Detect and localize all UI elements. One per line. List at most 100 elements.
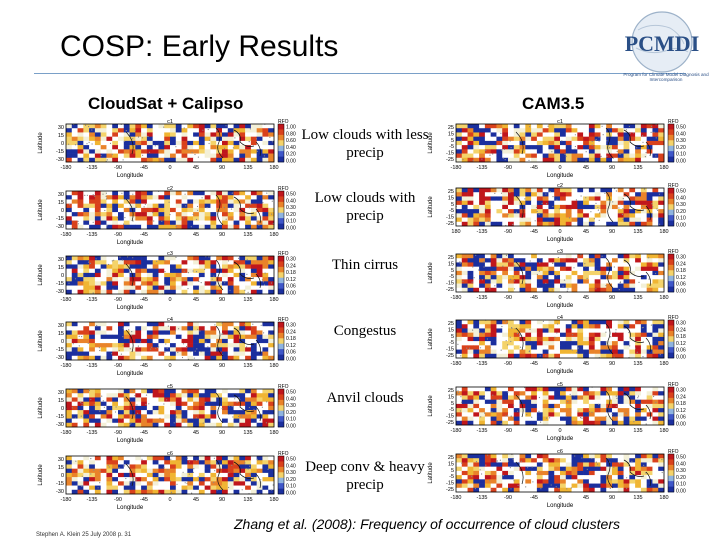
x-tick-label: -135 [86, 165, 97, 171]
y-tick-label: 5 [451, 401, 454, 407]
x-tick-label: -45 [140, 497, 148, 503]
colorbar-tick-label: 0.20 [676, 209, 686, 215]
panel-tag: c3 [167, 251, 173, 257]
x-tick-label: 90 [219, 363, 225, 369]
y-axis-label: Latitude [38, 132, 44, 154]
colorbar [667, 253, 675, 293]
x-tick-label: -90 [504, 428, 512, 434]
y-axis-label: Latitude [428, 262, 434, 284]
x-tick-label: -90 [504, 495, 512, 501]
y-axis-label: Latitude [38, 199, 44, 221]
panel-tag: c5 [557, 382, 563, 388]
colorbar-tick-label: 0.60 [286, 138, 296, 144]
colorbar-tick-label: 0.30 [286, 205, 296, 211]
x-tick-label: 45 [583, 229, 589, 235]
y-tick-label: -5 [449, 474, 454, 480]
colorbar-tick-label: 0.10 [676, 482, 686, 488]
x-tick-label: -135 [476, 165, 487, 171]
x-tick-label: 45 [193, 165, 199, 171]
colorbar-title: RFO [278, 186, 289, 192]
colorbar [667, 123, 675, 163]
colorbar-tick-label: 0.00 [286, 159, 296, 165]
colorbar-tick-label: 0.40 [286, 145, 296, 151]
colorbar-title: RFO [668, 449, 679, 455]
x-tick-label: 0 [168, 297, 171, 303]
y-tick-label: 5 [451, 202, 454, 208]
colorbar-tick-label: 0.20 [676, 145, 686, 151]
colorbar-tick-label: 0.30 [676, 202, 686, 208]
y-tick-label: 15 [58, 398, 64, 404]
x-tick-label: -90 [114, 363, 122, 369]
panel-tag: c4 [167, 317, 173, 323]
y-axis-label: Latitude [428, 132, 434, 154]
colorbar-tick-label: 0.00 [286, 291, 296, 297]
x-tick-label: -45 [530, 361, 538, 367]
y-tick-label: -15 [446, 481, 454, 487]
y-tick-label: 30 [58, 125, 64, 131]
colorbar-tick-label: 0.30 [676, 138, 686, 144]
x-tick-label: 45 [583, 428, 589, 434]
x-axis-label: Longitude [117, 305, 144, 311]
colorbar-tick-label: 0.30 [676, 468, 686, 474]
x-tick-label: -135 [476, 229, 487, 235]
x-tick-label: 90 [609, 229, 615, 235]
x-tick-label: 45 [583, 361, 589, 367]
y-tick-label: 30 [58, 457, 64, 463]
coastline [125, 392, 261, 424]
x-tick-label: 135 [243, 497, 252, 503]
panel-tag: c6 [167, 451, 173, 457]
panel-tag: c6 [557, 449, 563, 455]
row-label: Low clouds with less precip [301, 127, 429, 161]
x-tick-label: -135 [86, 363, 97, 369]
y-tick-label: 30 [58, 390, 64, 396]
x-tick-label: 90 [609, 495, 615, 501]
y-tick-label: 15 [448, 327, 454, 333]
y-axis-label: Latitude [38, 397, 44, 419]
left-map-panel-c4: c4 Latitude 30 15 0 -15 -30 -180 -135 -90 -45 0 45 90… [38, 317, 296, 377]
x-axis-label: Longitude [117, 505, 144, 511]
y-tick-label: 0 [61, 208, 64, 214]
x-tick-label: 90 [609, 361, 615, 367]
colorbar-tick-label: 0.10 [676, 216, 686, 222]
x-tick-label: 0 [558, 495, 561, 501]
x-tick-label: -135 [86, 430, 97, 436]
y-tick-label: -15 [56, 149, 64, 155]
y-tick-label: -15 [56, 216, 64, 222]
x-tick-label: 0 [558, 295, 561, 301]
colorbar-tick-label: 0.20 [286, 477, 296, 483]
y-tick-label: 0 [61, 473, 64, 479]
x-axis-label: Longitude [117, 371, 144, 377]
x-tick-label: -135 [476, 361, 487, 367]
row-label: Deep conv & heavy precip [305, 459, 425, 493]
x-tick-label: -180 [450, 295, 461, 301]
y-tick-label: -5 [449, 144, 454, 150]
y-tick-label: 15 [448, 131, 454, 137]
x-tick-label: -180 [450, 361, 461, 367]
x-tick-label: 90 [219, 297, 225, 303]
colorbar [277, 455, 285, 495]
y-tick-label: 30 [58, 323, 64, 329]
colorbar-tick-label: 0.12 [676, 408, 686, 414]
x-tick-label: -135 [476, 295, 487, 301]
colorbar-tick-label: 0.30 [286, 403, 296, 409]
colorbar-tick-label: 0.00 [286, 357, 296, 363]
x-tick-label: 0 [168, 363, 171, 369]
row-label: Congestus [333, 323, 397, 339]
colorbar-tick-label: 0.30 [676, 388, 686, 394]
y-tick-label: -15 [56, 481, 64, 487]
title-rule [34, 73, 686, 74]
y-tick-label: -25 [446, 353, 454, 359]
y-tick-label: 0 [61, 406, 64, 412]
y-tick-label: -15 [56, 414, 64, 420]
y-tick-label: -25 [446, 420, 454, 426]
colorbar-tick-label: 0.06 [286, 350, 296, 356]
y-tick-label: -5 [449, 208, 454, 214]
colorbar-tick-label: 0.18 [676, 401, 686, 407]
x-tick-label: 45 [583, 495, 589, 501]
x-tick-label: -135 [86, 232, 97, 238]
x-tick-label: 90 [609, 165, 615, 171]
x-tick-label: 0 [558, 428, 561, 434]
y-tick-label: 25 [448, 189, 454, 195]
